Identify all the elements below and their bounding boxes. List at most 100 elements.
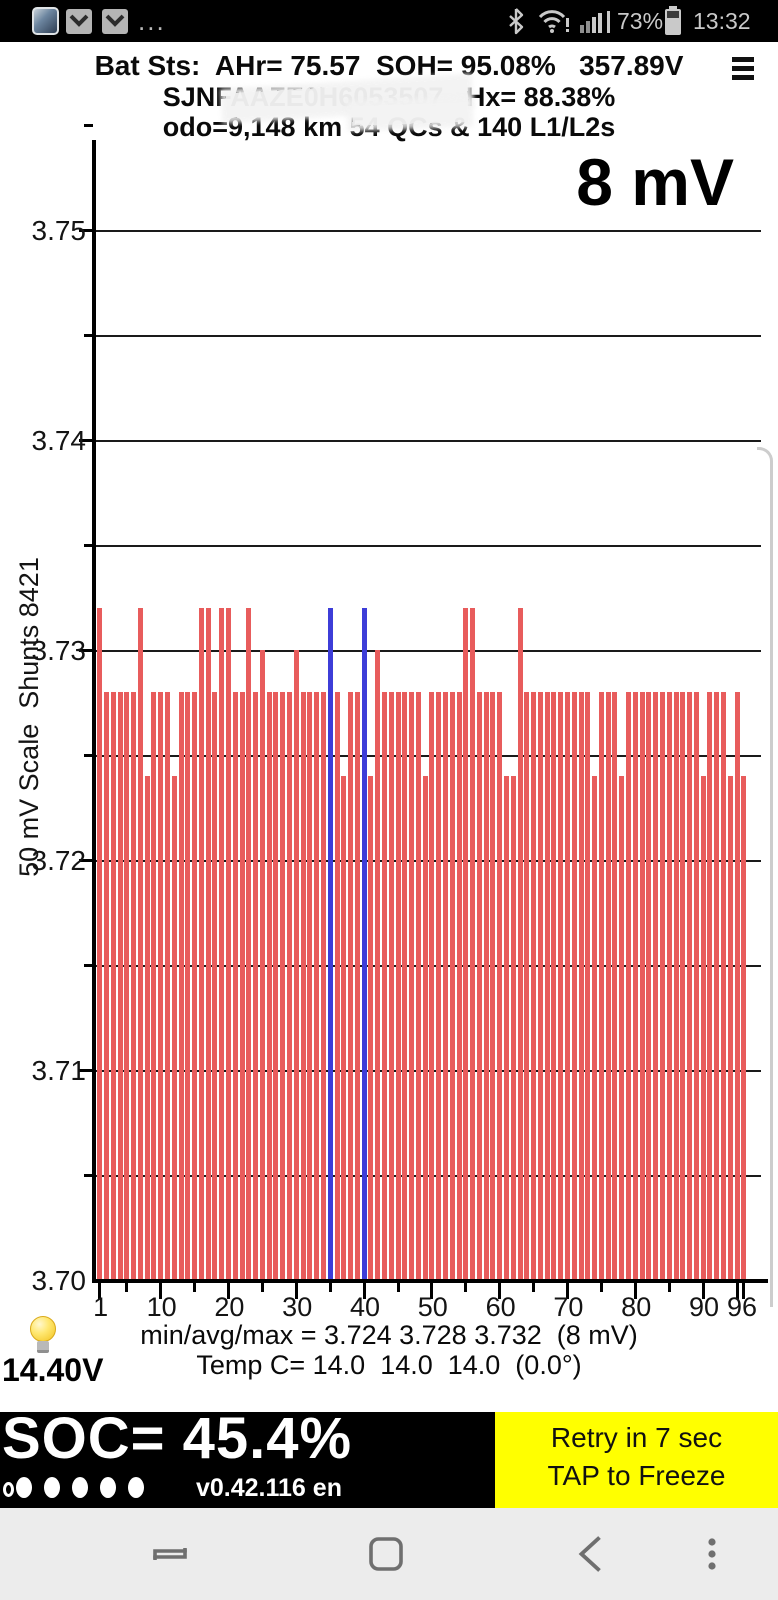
clock-text: 13:32 [693,8,751,34]
cell-voltage-bar [395,692,401,1280]
x-tick [735,1283,739,1299]
cell-voltage-bar [524,692,530,1280]
cell-voltage-bar [558,692,564,1280]
gridline [95,1175,761,1177]
cell-voltage-bar [734,692,740,1280]
app-notification-icon [32,7,59,35]
more-options-button[interactable] [688,1530,736,1578]
cell-voltage-bar [320,692,326,1280]
cell-voltage-bar [307,692,313,1280]
cell-voltage-bar [551,692,557,1280]
cell-voltage-bar [429,692,435,1280]
gridline [95,860,761,862]
cell-voltage-bar [334,692,340,1280]
cell-voltage-bar [171,776,177,1280]
x-tick [742,1283,746,1299]
cell-voltage-bar [490,692,496,1280]
y-tick [79,649,93,652]
gid-dot [16,1477,32,1498]
cell-voltage-bar [585,692,591,1280]
x-tick [125,1283,129,1292]
x-tick [362,1283,366,1299]
cell-voltage-bar [198,608,204,1280]
y-tick [84,544,93,547]
x-tick [701,1283,705,1299]
battery-icon [665,6,681,35]
y-tick [84,124,93,127]
cell-voltage-bar [497,692,503,1280]
y-tick-label: 3.70 [31,1265,87,1296]
cell-voltage-bar [341,776,347,1280]
home-button[interactable] [362,1530,410,1578]
cell-voltage-bar [531,692,537,1280]
cell-voltage-bar [510,776,516,1280]
cell-voltage-bar [280,692,286,1280]
x-tick [667,1283,671,1292]
gridline [95,755,761,757]
x-tick [633,1283,637,1299]
recents-button[interactable] [146,1530,194,1578]
x-tick-label: 10 [146,1292,177,1322]
cell-voltage-bar [680,692,686,1280]
cell-voltage-bar [185,692,191,1280]
scroll-edge-indicator [757,447,773,1307]
x-tick [294,1283,298,1299]
gid-dot [44,1477,60,1498]
back-button[interactable] [568,1530,616,1578]
cell-voltage-bar [226,608,232,1280]
status-bar: ... 73% 13:32 [0,0,778,42]
download-notification-icon-2 [102,9,128,34]
y-tick-label: 3.73 [31,635,87,666]
cell-voltage-bar [544,692,550,1280]
x-tick [227,1283,231,1299]
y-tick [84,964,93,967]
x-tick [498,1283,502,1299]
cell-voltage-bar [626,692,632,1280]
x-tick-label: 20 [214,1292,245,1322]
cell-voltage-bar [253,692,259,1280]
cell-voltage-bar [646,692,652,1280]
x-tick-label: 60 [485,1292,516,1322]
hamburger-bar [732,75,754,80]
cell-voltage-bar [504,776,509,1280]
retry-countdown-text: Retry in 7 sec [550,1422,723,1453]
cell-voltage-bar [137,608,143,1280]
y-tick [79,439,93,442]
more-notifications-dots: ... [138,6,166,36]
y-tick [79,229,93,232]
x-tick-label: 30 [282,1292,313,1322]
cell-voltage-bar [110,692,116,1280]
cell-voltage-bar [348,692,354,1280]
cell-voltage-bar [632,692,638,1280]
shunt-cell-bar [361,608,367,1280]
cell-voltage-bar [165,692,170,1280]
cell-voltage-bar [707,692,713,1280]
cell-voltage-bar [314,692,320,1280]
retry-freeze-button[interactable]: Retry in 7 sec TAP to Freeze [495,1412,778,1508]
cell-voltage-bar [653,692,659,1280]
gid-dot [72,1477,88,1498]
vin-censor-box-2 [351,101,469,127]
cell-voltage-bar [714,692,720,1280]
cell-voltage-bar [436,692,442,1280]
cell-voltage-bar [592,776,598,1280]
cell-voltage-bar [205,608,211,1280]
hamburger-menu-button[interactable] [732,57,756,83]
cell-voltage-bar [246,608,252,1280]
cell-voltage-bar [700,776,706,1280]
cell-voltage-bar [124,692,130,1280]
cell-voltage-bar [97,608,103,1280]
x-tick [159,1283,163,1299]
battery-percent-text: 73% [617,8,664,34]
y-tick [79,859,93,862]
cell-voltage-bar [239,692,245,1280]
cell-voltage-bar [192,692,198,1280]
x-tick [260,1283,264,1292]
lightbulb-icon[interactable] [28,1316,58,1356]
cell-voltage-bar [571,692,577,1280]
y-tick [84,1174,93,1177]
cell-voltage-bar [666,692,672,1280]
cell-voltage-bar [354,692,360,1280]
cell-voltage-bar [659,692,665,1280]
hamburger-bar [732,57,754,62]
